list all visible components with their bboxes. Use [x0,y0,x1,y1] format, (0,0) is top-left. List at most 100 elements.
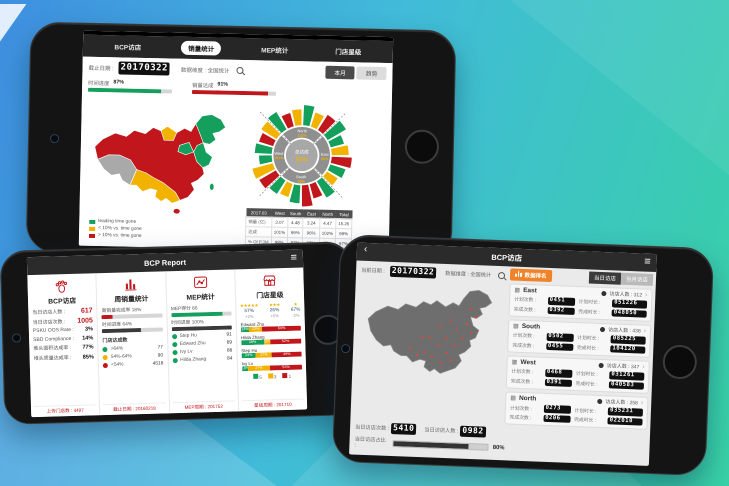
region-card-east[interactable]: ▦ East 访店人数 : 312 › 计划次数 : 0451 计划时长 : 051226 完成… [508,283,653,322]
list-title: 门店达成数 [102,337,128,345]
line-chart-icon [170,273,231,292]
date-display: 20170322 [118,61,171,76]
progress-label: 销量达成 [192,82,214,90]
search-icon[interactable] [236,66,244,75]
status-dot-icon [171,342,177,348]
tab-2[interactable]: MEP统计 [261,47,289,55]
status-dot-icon [102,354,108,361]
menu-icon[interactable]: ≡ [644,255,651,268]
home-button[interactable] [404,128,440,164]
digital-display: 022010 [607,417,643,427]
table-cell: 102% [319,228,336,239]
svg-text:North: North [297,128,307,133]
total-1: 当日访店人数 :0982 [424,424,486,438]
stat-row: SBD Compliance : 14% [33,335,93,343]
col-title: MEP统计 [186,293,215,302]
legend-item: 1 [282,372,291,379]
map-legend: leading time gone < 10% vs. time gone > 10… [88,217,142,239]
table-cell: 3.07 [271,217,288,228]
stacked-bar: 38% 10% 52% [240,338,302,346]
visits-tabs: 当日访店 当月访店 [588,271,654,286]
star-delta: -2% [291,312,300,318]
col-title: 门店星级 [256,292,284,300]
tab-1[interactable]: 销量统计 [181,40,222,56]
table-cell: 达成 [245,226,272,238]
bar-segment: 52% [269,338,302,345]
legend-label: leading time gone [98,219,137,225]
table-cell: 96% [302,227,320,239]
digital-display: 0451 [547,296,575,306]
ratio-bar [391,440,489,451]
tab-3[interactable]: 门店星级 [335,48,362,57]
bar-segment: 53% [269,364,303,371]
legend-swatch [253,373,259,379]
date-label: 截止日期 : [88,65,114,72]
table-header: East [303,209,320,219]
bar-segment: 64% [262,325,301,332]
legend-swatch [267,373,273,379]
svg-text:99%: 99% [297,180,305,184]
dimension-label: 数据维度 : 全国统计 [180,67,230,75]
home-button[interactable] [662,344,698,380]
list-value: 89 [226,340,233,346]
bar-track [171,325,232,332]
bar-segment: 22% [249,326,263,333]
period-button-1[interactable]: 趋势 [356,66,387,81]
total-label: 当日访店次数 : [354,424,390,433]
legend-item-0: leading time gone [89,219,142,225]
list-value: 88 [226,348,233,354]
star-group: ★★★ 26% +0% [269,302,280,318]
chevron-right-icon[interactable]: › [642,363,645,371]
stat-row: 堆头质量达成率 : 85% [34,353,94,362]
chevron-right-icon[interactable]: › [643,327,647,335]
search-icon[interactable] [497,271,506,280]
menu-icon[interactable]: ≡ [290,251,298,264]
digital-display: 0273 [543,405,571,414]
visits-tab-0[interactable]: 当日访店 [588,271,622,285]
stat-value: 1005 [77,316,93,325]
stat-label: 堆头面积达成率 : [33,344,72,353]
visits-tab-1[interactable]: 当月访店 [620,272,654,286]
digital-display: 0455 [545,342,574,352]
status-dot-icon [172,358,178,364]
stat-value: 77% [82,344,94,351]
legend-item-1: < 10% vs. time gone [89,226,142,232]
chevron-right-icon[interactable]: › [640,399,644,407]
rank-button[interactable]: 数据排名 [509,268,552,283]
progress-track [191,89,277,96]
region-card-south[interactable]: ▦ South 访店人数 : 438 › 计划次数 : 0502 计划时长 : 085225 完… [507,319,652,359]
page-title: BCP访店 [491,252,523,263]
table-cell: 4.47 [319,218,336,229]
chevron-right-icon[interactable]: › [644,291,648,299]
progress-group-1: 销量达成 91% [191,81,277,96]
phone-report-frame: BCP Report ≡ BCP访店 当日访店人数 : 617 当日访店次数 : 10… [0,241,357,425]
tab-0[interactable]: BCP访店 [114,44,142,52]
legend-label: < 10% vs. time gone [98,226,142,232]
svg-text:91%: 91% [295,156,308,163]
table-cell: 4.48 [287,217,304,228]
stack-legend: 5 3 1 [242,372,302,381]
back-icon[interactable]: ‹ [363,243,368,255]
field-label: 计划时长 : [574,408,597,415]
chart-icon [515,270,523,279]
period-button-0[interactable]: 本月 [325,65,355,80]
col-title: 周销量统计 [114,295,149,304]
list-item: Step Hu 91 [171,332,232,340]
field-label: 计划次数 : [509,406,532,412]
report-col-store-stars: 门店星级 ★★★★★ 57% +2% ★★★ 26% +0% ★ 67% -2% Edward Z… [235,267,307,411]
china-map-gray [367,290,493,374]
field-label: 计划次数 : [513,297,537,304]
region-card-west[interactable]: ▦ West 访店人数 : 347 › 计划次数 : 0468 计划时长 : 031261 完成… [505,355,650,395]
field-label: 完成时长 : [574,418,597,424]
stat-label: PSKU OOS Rate : [32,326,74,335]
list-value: 91 [226,332,232,338]
svg-text:South: South [296,174,306,179]
progress-track [88,87,173,94]
region-card-north[interactable]: ▦ North 访店人数 : 258 › 计划次数 : 0273 计划时长 : 035231 完… [504,391,649,431]
col-footer: 截止日期 : 20160218 [103,402,166,414]
digital-display: 104120 [610,344,646,354]
footprint-icon [31,276,92,295]
list-label: Ivy Lv [179,349,193,355]
digital-display: 5410 [390,423,417,435]
